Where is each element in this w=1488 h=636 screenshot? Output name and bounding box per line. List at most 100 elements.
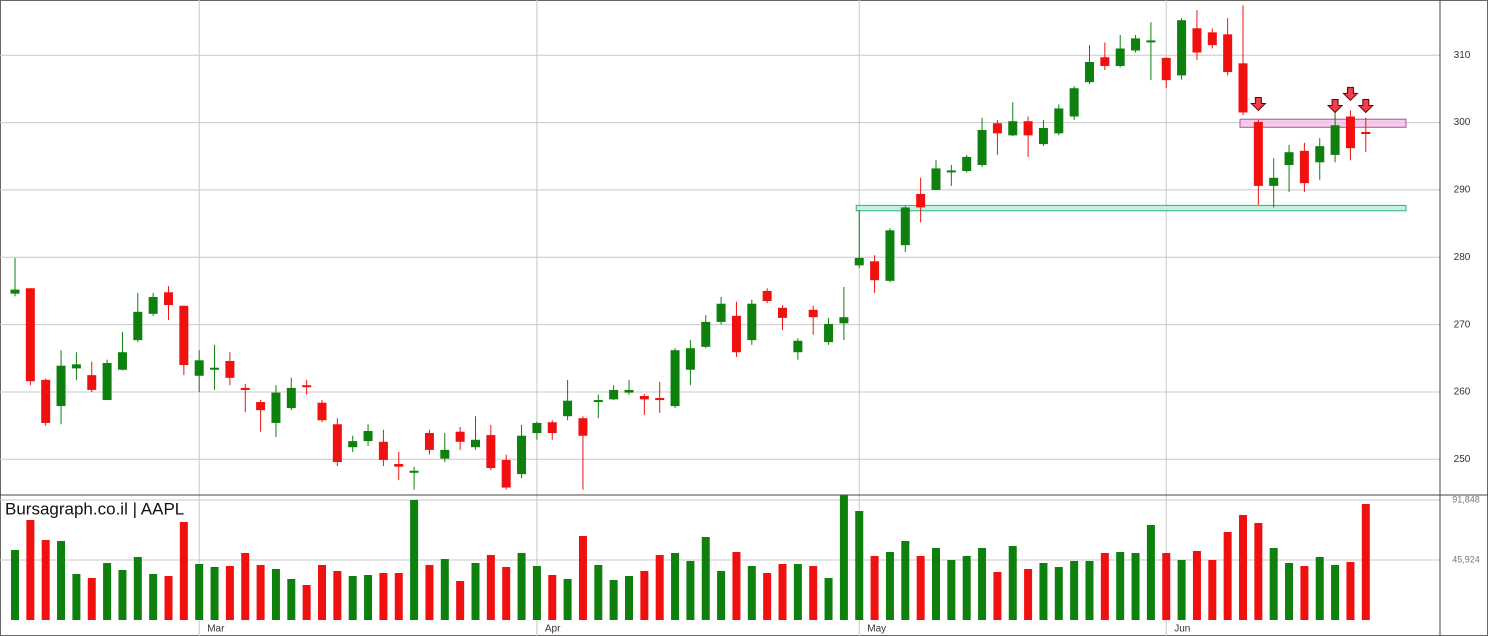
x-tick-label: Apr [545, 624, 561, 635]
candle-body [378, 441, 388, 460]
volume-bar [809, 565, 818, 620]
volume-bar [87, 577, 96, 620]
volume-bar [993, 571, 1002, 620]
candle-body [440, 449, 450, 459]
candle-body [10, 289, 20, 294]
candle-body [25, 288, 35, 382]
volume-bar [901, 540, 910, 620]
candle-body [1069, 88, 1079, 117]
volume-bar [855, 510, 864, 620]
volume-bar [225, 565, 234, 620]
signal-arrow [1250, 96, 1267, 112]
volume-bar [456, 580, 465, 620]
y-tick-label: 310 [1454, 50, 1471, 61]
volume-bar [916, 555, 925, 620]
volume-bar [1269, 547, 1278, 620]
y-tick-label: 300 [1454, 117, 1471, 128]
candle-body [870, 261, 880, 281]
candle-body [992, 123, 1002, 134]
zone [1239, 118, 1407, 128]
volume-bar [348, 575, 357, 620]
volume-bar [1331, 565, 1340, 620]
candle-body [1146, 40, 1156, 43]
candle-body [394, 464, 404, 467]
volume-bar [1300, 565, 1309, 620]
candle-body [1253, 121, 1263, 186]
candle-body [1085, 61, 1094, 83]
y-tick-label: 290 [1454, 185, 1471, 196]
candle-body [194, 360, 204, 376]
volume-bar [517, 552, 526, 620]
candle-body [839, 317, 849, 324]
candle-body [256, 402, 266, 411]
volume-bar [1285, 562, 1294, 620]
volume-bar [11, 550, 19, 620]
volume-bar [318, 565, 326, 620]
candle-body [563, 400, 573, 417]
candle-body [164, 292, 173, 306]
volume-bar [302, 585, 311, 620]
volume-bar [440, 559, 449, 620]
candle-body [1038, 127, 1048, 145]
candle-body [455, 431, 465, 442]
candle-body [1223, 34, 1233, 73]
volume-bar [1254, 522, 1263, 620]
volume-bar [563, 578, 572, 620]
signal-arrow [1326, 98, 1344, 114]
candle-body [348, 441, 358, 448]
volume-bar [1223, 531, 1232, 620]
volume-bar [149, 574, 158, 620]
volume-bar [947, 560, 956, 620]
volume-bar [824, 577, 833, 620]
candle-body [885, 230, 895, 281]
volume-bar [364, 575, 373, 620]
candle-body [332, 424, 342, 462]
candle-body [1361, 132, 1371, 135]
candle-body [471, 439, 480, 448]
candle-body [179, 305, 189, 366]
candle-body [240, 387, 250, 390]
volume-bar [425, 565, 434, 620]
volume-bar [1054, 567, 1063, 620]
volume-bar [394, 572, 403, 620]
candle-body [1315, 146, 1325, 163]
candle-body [1269, 177, 1279, 186]
volume-bar [778, 564, 787, 620]
candle-body [56, 365, 66, 407]
candle-body [916, 193, 926, 208]
candle-body [854, 257, 864, 266]
candle-body [363, 431, 373, 442]
volume-bar [271, 568, 280, 620]
volume-bar [195, 564, 204, 620]
signal-arrow [1342, 86, 1359, 102]
candle-body [102, 363, 112, 401]
volume-bar [1100, 552, 1109, 620]
candle-body [962, 156, 972, 172]
candle-body [1192, 28, 1202, 53]
volume-bar [793, 564, 802, 620]
candle-body [593, 400, 603, 403]
volume-bar [609, 580, 618, 620]
candle-body [655, 398, 665, 401]
candle-body [931, 168, 941, 190]
candle-body [1177, 20, 1187, 76]
candle-body [977, 129, 987, 165]
candle-body [1345, 116, 1355, 149]
candle-body [793, 340, 803, 353]
candle-body [501, 459, 511, 488]
y-tick-label: 260 [1454, 387, 1471, 398]
volume-bar [763, 572, 772, 620]
volume-bar [732, 552, 741, 620]
volume-bar [103, 562, 112, 620]
volume-bar [640, 570, 649, 620]
candle-body [639, 396, 649, 400]
volume-bar [256, 565, 265, 620]
volume-bar [1024, 568, 1033, 620]
candle-body [1207, 32, 1217, 46]
candle-body [71, 364, 81, 369]
volume-bar [548, 575, 557, 620]
y2-tick-label: 91,848 [1452, 494, 1480, 504]
candle-body [148, 297, 158, 314]
volume-bar [885, 552, 894, 620]
candle-body [271, 392, 281, 423]
